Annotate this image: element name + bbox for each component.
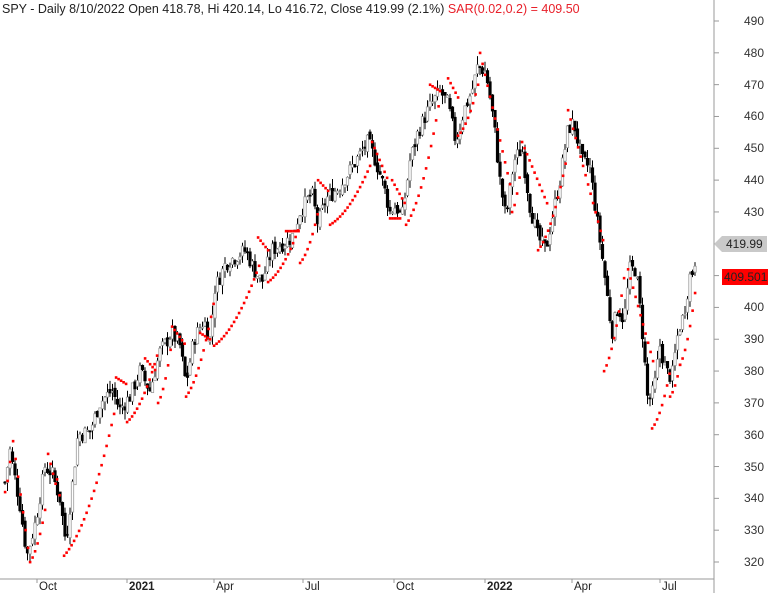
x-tick-label: 2022 (487, 581, 513, 593)
x-tick-label: Oct (39, 581, 57, 593)
symbol-info: SPY - Daily 8/10/2022 Open 418.78, Hi 42… (2, 2, 445, 16)
x-tick-label: Jul (305, 581, 320, 593)
y-tick-label: 460 (743, 109, 764, 124)
x-tick-label: Apr (574, 581, 592, 593)
chart-header: SPY - Daily 8/10/2022 Open 418.78, Hi 42… (2, 2, 580, 16)
y-tick-label: 400 (743, 300, 764, 315)
y-tick-label: 430 (743, 204, 764, 219)
last-close-price-tag: 419.99 (714, 235, 767, 252)
x-tick-label: Jul (662, 581, 677, 593)
x-tick-label: 2021 (129, 581, 155, 593)
y-tick-label: 480 (743, 45, 764, 60)
y-tick-label: 450 (743, 141, 764, 156)
y-tick-label: 380 (743, 364, 764, 379)
y-tick-label: 340 (743, 491, 764, 506)
y-tick-label: 440 (743, 173, 764, 188)
y-tick-label: 390 (743, 332, 764, 347)
sar-indicator-label: SAR(0.02,0.2) = 409.50 (447, 2, 580, 16)
y-tick-label: 350 (743, 459, 764, 474)
sar-value-tag: 409.501 (722, 269, 768, 286)
y-tick-label: 330 (743, 523, 764, 538)
x-tick-label: Oct (396, 581, 414, 593)
y-tick-label: 490 (743, 14, 764, 28)
y-tick-label: 360 (743, 427, 764, 442)
y-tick-label: 320 (743, 555, 764, 569)
y-tick-label: 470 (743, 77, 764, 92)
x-tick-label: Apr (216, 581, 234, 593)
y-tick-label: 370 (743, 395, 764, 410)
